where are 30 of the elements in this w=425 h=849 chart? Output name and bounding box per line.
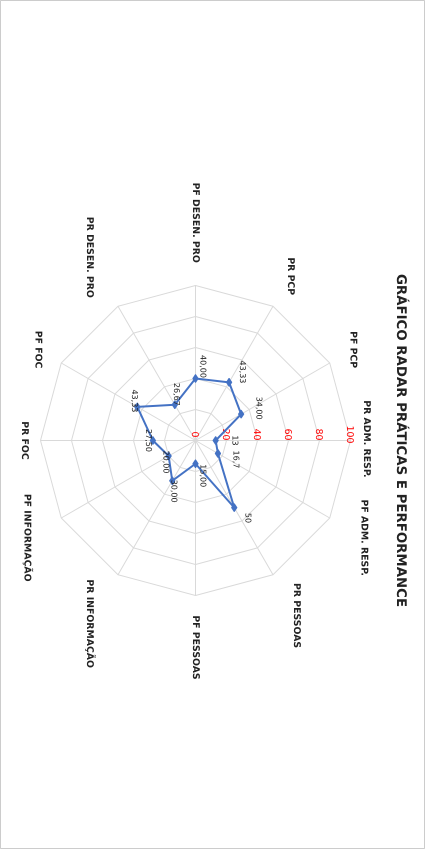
data-label: 30,00 bbox=[169, 480, 178, 503]
spoke-label: PR FOC bbox=[19, 421, 30, 460]
spoke-label: PF INFORMAÇÃO bbox=[22, 494, 34, 582]
data-label: 40,00 bbox=[198, 355, 208, 378]
data-label: 16,7 bbox=[231, 450, 240, 468]
spoke-label: PF PESSOAS bbox=[190, 615, 201, 680]
data-label: 13 bbox=[230, 435, 240, 446]
data-label: 20,00 bbox=[161, 450, 170, 474]
spoke-label: PR INFORMAÇÃO bbox=[84, 579, 96, 668]
data-label: 26,67 bbox=[172, 382, 181, 406]
y-tick-label: 100 bbox=[344, 426, 355, 444]
spoke-label: PR PCP bbox=[284, 257, 296, 296]
spoke-label: PR PESSOAS bbox=[291, 583, 302, 648]
data-label: 43,33 bbox=[238, 360, 248, 384]
data-label: 34,00 bbox=[254, 396, 264, 420]
y-tick-label: 80 bbox=[313, 428, 324, 440]
y-tick-label: 60 bbox=[282, 428, 293, 440]
spoke-label: PF DESEN. PRO bbox=[190, 182, 201, 263]
y-tick-label: 0 bbox=[189, 432, 200, 438]
data-label: 50 bbox=[243, 512, 252, 524]
data-label: 15,00 bbox=[198, 464, 208, 488]
data-label: 43,33 bbox=[130, 389, 139, 412]
spoke-label: PR ADM. RESP. bbox=[361, 400, 372, 478]
spoke-label: PF ADM. RESP. bbox=[358, 499, 370, 576]
text: GRÁFICO RADAR PRÁTICAS E PERFORMANCE bbox=[393, 274, 410, 608]
spoke-label: PR DESEN. PRO bbox=[84, 216, 96, 298]
y-tick-label: 40 bbox=[251, 428, 262, 440]
spoke-label: PF PCP bbox=[347, 331, 358, 368]
spoke-label: PF FOC bbox=[32, 330, 44, 369]
data-label: 27,50 bbox=[144, 429, 153, 452]
